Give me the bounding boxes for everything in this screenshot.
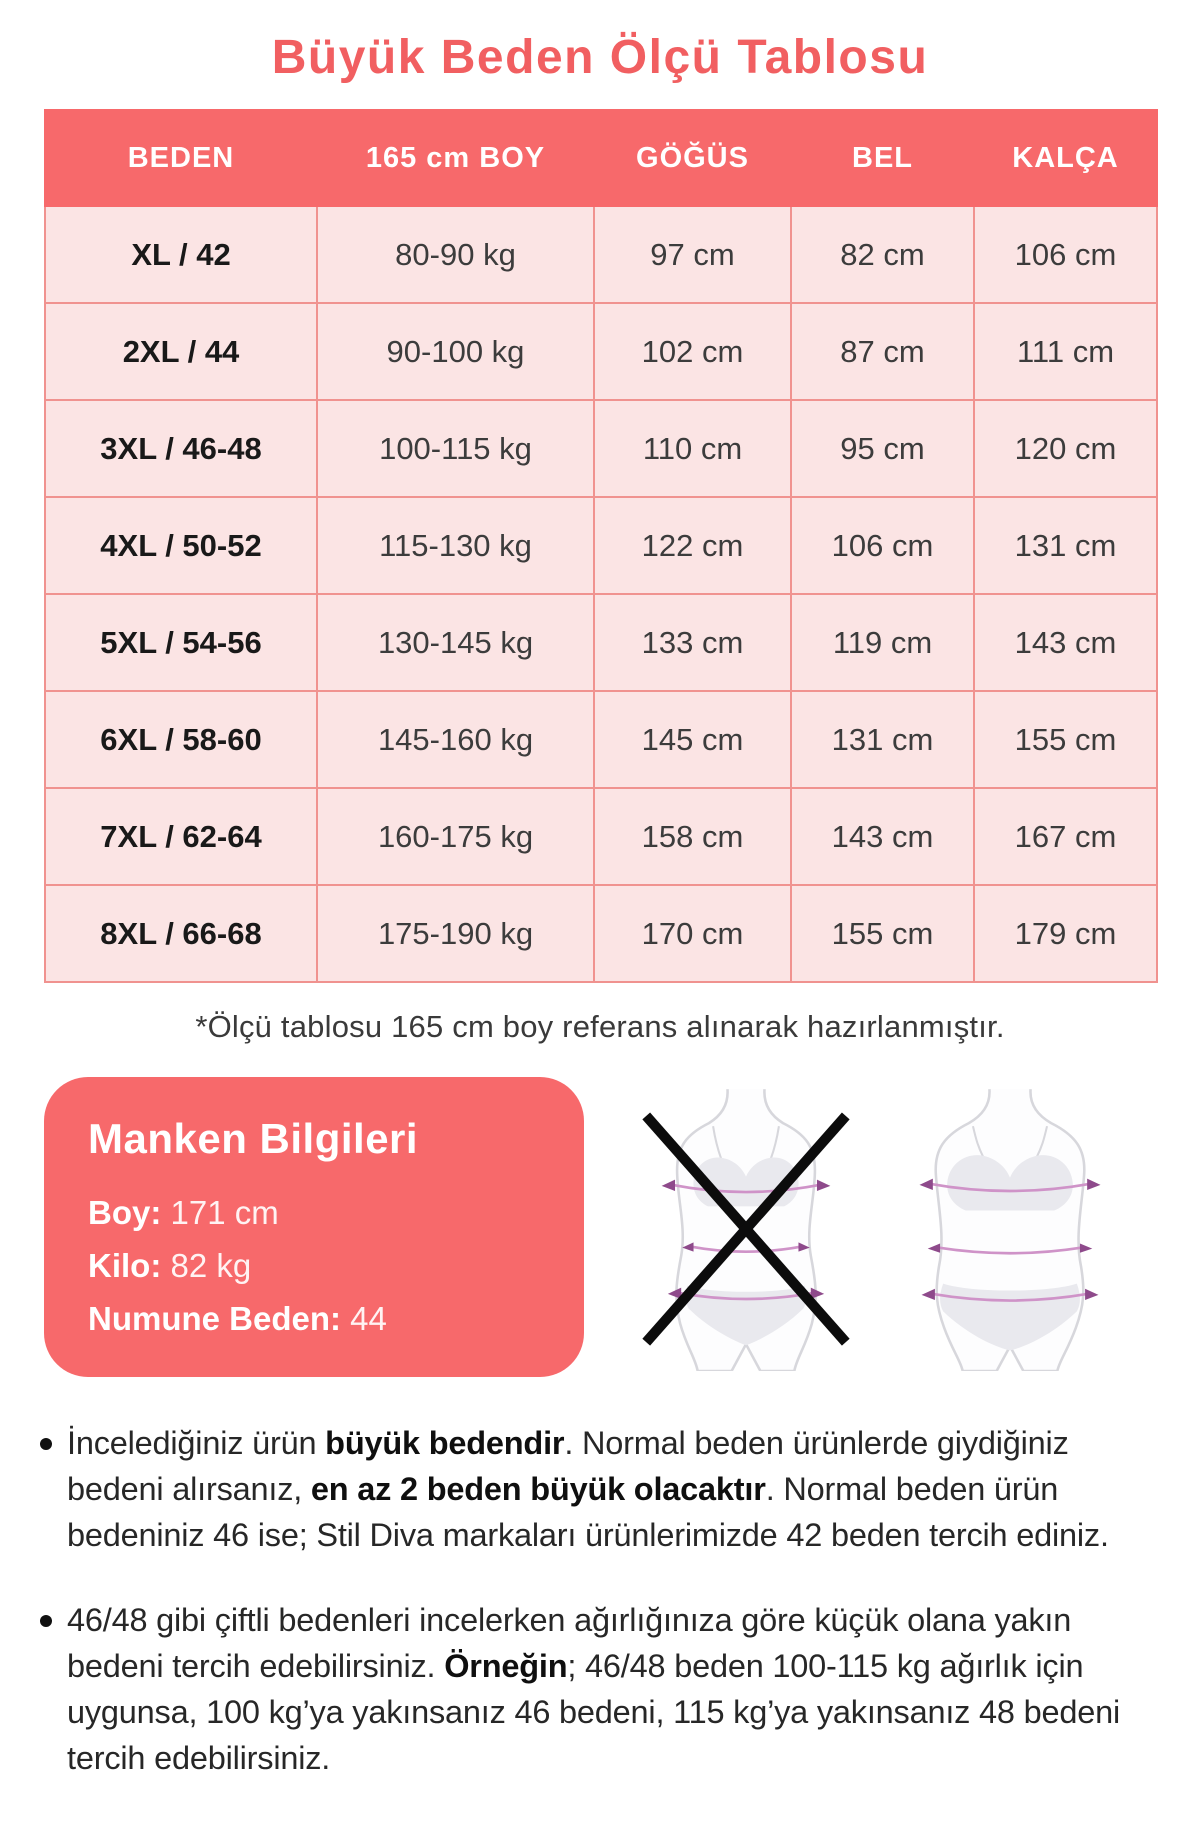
measurement-cell: 110 cm: [593, 399, 792, 498]
measurement-cell: 102 cm: [593, 302, 792, 401]
measurement-cell: 95 cm: [790, 399, 975, 498]
measurement-cell: 87 cm: [790, 302, 975, 401]
measurement-cell: 106 cm: [973, 205, 1158, 304]
measurement-cell: 131 cm: [973, 496, 1158, 595]
model-info-title: Manken Bilgileri: [88, 1115, 419, 1162]
measurement-cell: 120 cm: [973, 399, 1158, 498]
measurement-cell: 122 cm: [593, 496, 792, 595]
size-row: 7XL / 62-64 160-175 kg 158 cm 143 cm 167 cm: [44, 787, 1158, 886]
size-row: 5XL / 54-56 130-145 kg 133 cm 119 cm 143 cm: [44, 593, 1158, 692]
size-row: 4XL / 50-52 115-130 kg 122 cm 106 cm 131 cm: [44, 496, 1158, 595]
bullet-dot: [40, 1438, 52, 1450]
measurement-cell: 155 cm: [973, 690, 1158, 789]
page-title: Büyük Beden Ölçü Tablosu: [271, 31, 929, 84]
slim-body-crossed-icon: [642, 1089, 850, 1371]
size-label-cell: 5XL / 54-56: [44, 593, 318, 692]
measurement-cell: 155 cm: [790, 884, 975, 983]
measurement-cell: 106 cm: [790, 496, 975, 595]
size-row: 6XL / 58-60 145-160 kg 145 cm 131 cm 155 cm: [44, 690, 1158, 789]
measurement-cell: 131 cm: [790, 690, 975, 789]
measurement-cell: 80-90 kg: [316, 205, 595, 304]
column-header: BEL: [790, 109, 975, 207]
bullet-dot: [40, 1615, 52, 1628]
table-footnote: *Ölçü tablosu 165 cm boy referans alınar…: [195, 1009, 1005, 1044]
size-label-cell: 4XL / 50-52: [44, 496, 318, 595]
column-header: GÖĞÜS: [593, 109, 792, 207]
measurement-cell: 119 cm: [790, 593, 975, 692]
measurement-cell: 90-100 kg: [316, 302, 595, 401]
measurement-cell: 130-145 kg: [316, 593, 595, 692]
size-label-cell: 6XL / 58-60: [44, 690, 318, 789]
column-header: 165 cm BOY: [316, 109, 595, 207]
info-bullet: 46/48 gibi çiftli bedenleri incelerken a…: [40, 1598, 1160, 1781]
column-header: BEDEN: [44, 109, 318, 207]
model-info-fields: Boy: 171 cm Kilo: 82 kg Numune Beden: 44: [88, 1187, 540, 1345]
size-label-cell: 3XL / 46-48: [44, 399, 318, 498]
size-label-cell: XL / 42: [44, 205, 318, 304]
measurement-cell: 115-130 kg: [316, 496, 595, 595]
info-bullet-text: İncelediğiniz ürün büyük bedendir. Norma…: [67, 1425, 1109, 1553]
size-table-header-row: BEDEN 165 cm BOY GÖĞÜS BEL KALÇA: [44, 109, 1158, 207]
measurement-cell: 167 cm: [973, 787, 1158, 886]
model-info-field: Kilo: 82 kg: [88, 1246, 252, 1284]
measurement-cell: 160-175 kg: [316, 787, 595, 886]
measurement-cell: 100-115 kg: [316, 399, 595, 498]
measurement-cell: 179 cm: [973, 884, 1158, 983]
model-info-section: Manken Bilgileri Boy: 171 cm Kilo: 82 kg N…: [44, 1077, 1156, 1377]
column-header: KALÇA: [973, 109, 1158, 207]
measurement-cell: 145 cm: [593, 690, 792, 789]
measurement-figures: [584, 1077, 1156, 1377]
size-label-cell: 7XL / 62-64: [44, 787, 318, 886]
size-table: BEDEN 165 cm BOY GÖĞÜS BEL KALÇA XL / 42 80-9…: [44, 109, 1158, 983]
size-row: 3XL / 46-48 100-115 kg 110 cm 95 cm 120 cm: [44, 399, 1158, 498]
model-info-card: Manken Bilgileri Boy: 171 cm Kilo: 82 kg N…: [44, 1077, 584, 1377]
info-bullet-text: 46/48 gibi çiftli bedenleri incelerken a…: [67, 1602, 1121, 1776]
info-bullets: İncelediğiniz ürün büyük bedendir. Norma…: [0, 1421, 1200, 1782]
size-row: 2XL / 44 90-100 kg 102 cm 87 cm 111 cm: [44, 302, 1158, 401]
model-info-field: Numune Beden: 44: [88, 1299, 387, 1337]
measurement-cell: 143 cm: [790, 787, 975, 886]
info-bullet: İncelediğiniz ürün büyük bedendir. Norma…: [40, 1421, 1160, 1558]
size-row: 8XL / 66-68 175-190 kg 170 cm 155 cm 179 cm: [44, 884, 1158, 983]
measurement-cell: 111 cm: [973, 302, 1158, 401]
measurement-cell: 145-160 kg: [316, 690, 595, 789]
size-row: XL / 42 80-90 kg 97 cm 82 cm 106 cm: [44, 205, 1158, 304]
plus-body-icon: [919, 1089, 1101, 1371]
size-guide-page: Büyük Beden Ölçü Tablosu BEDEN 165 cm BOY…: [0, 30, 1200, 1830]
measurement-cell: 170 cm: [593, 884, 792, 983]
measurement-cell: 175-190 kg: [316, 884, 595, 983]
x-mark-icon: [642, 1112, 850, 1346]
measurement-cell: 143 cm: [973, 593, 1158, 692]
size-label-cell: 2XL / 44: [44, 302, 318, 401]
measurement-cell: 82 cm: [790, 205, 975, 304]
measurement-cell: 97 cm: [593, 205, 792, 304]
size-table-body: XL / 42 80-90 kg 97 cm 82 cm 106 cm 2XL / 44 9…: [44, 205, 1158, 983]
model-info-field: Boy: 171 cm: [88, 1194, 279, 1231]
measurement-cell: 158 cm: [593, 787, 792, 886]
size-label-cell: 8XL / 66-68: [44, 884, 318, 983]
measurement-cell: 133 cm: [593, 593, 792, 692]
